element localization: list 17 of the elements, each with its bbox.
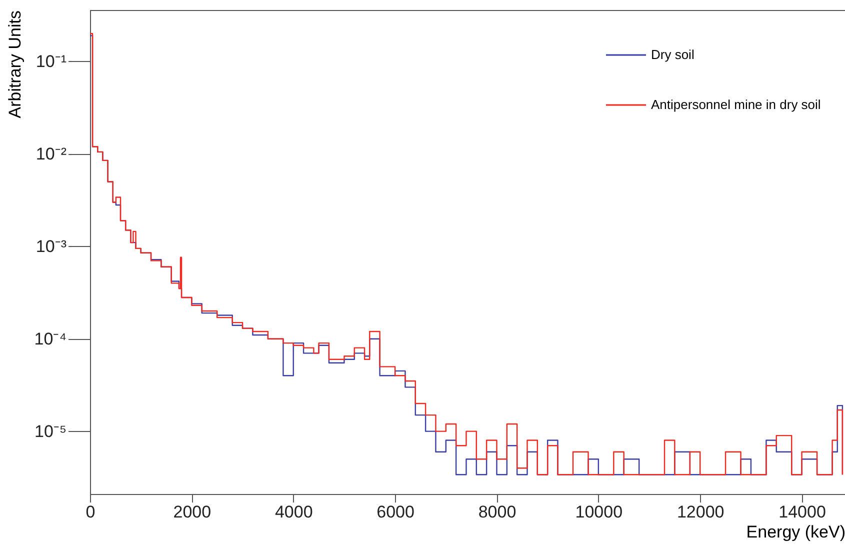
y-tick-label: 10⁻⁴ bbox=[34, 329, 66, 348]
y-tick-label: 10⁻¹ bbox=[36, 52, 67, 71]
x-tick-label: 4000 bbox=[274, 502, 313, 522]
y-tick-label: 10⁻² bbox=[36, 144, 67, 164]
x-tick-label: 10000 bbox=[575, 502, 623, 522]
x-tick-label: 2000 bbox=[173, 502, 212, 522]
y-tick-label: 10⁻³ bbox=[36, 236, 67, 256]
x-tick-label: 14000 bbox=[778, 502, 826, 522]
x-tick-label: 6000 bbox=[376, 502, 414, 522]
x-tick-label: 8000 bbox=[478, 502, 516, 522]
x-tick-label: 0 bbox=[86, 502, 96, 522]
x-tick-label: 12000 bbox=[676, 502, 724, 522]
y-tick-label: 10⁻⁵ bbox=[34, 422, 66, 441]
x-axis-title: Energy (keV) bbox=[746, 522, 845, 542]
legend-label: Antipersonnel mine in dry soil bbox=[651, 97, 821, 112]
y-axis-title: Arbitrary Units bbox=[5, 10, 24, 118]
legend-label: Dry soil bbox=[651, 47, 694, 62]
